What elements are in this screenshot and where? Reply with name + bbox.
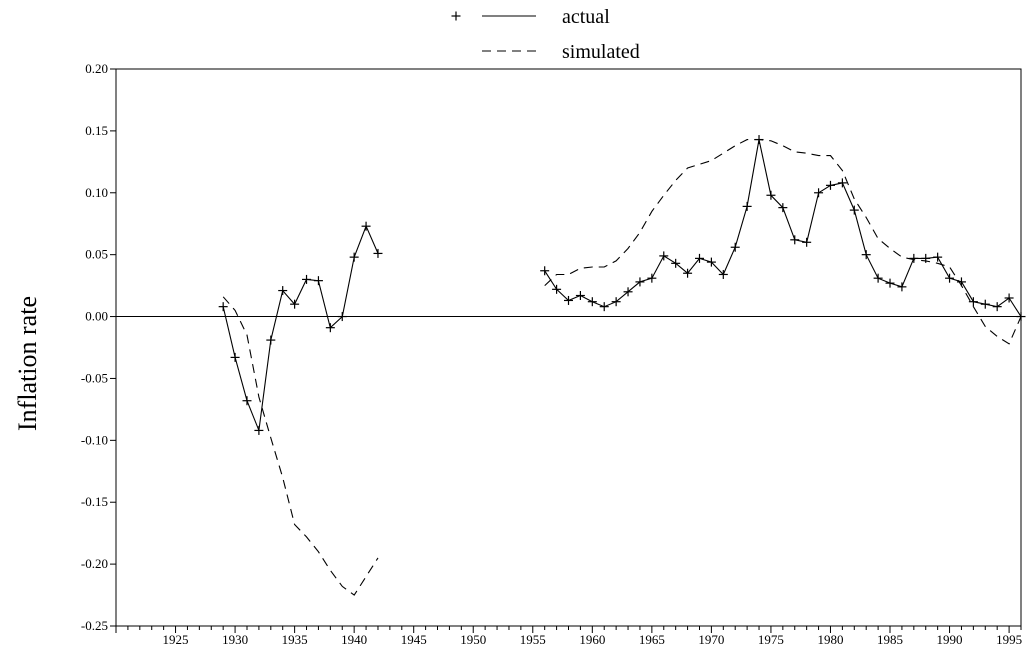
series-actual-line-segment-2: [544, 139, 1022, 317]
series-actual-point: [540, 266, 550, 276]
series-simulated-line-segment-1: [222, 296, 379, 596]
x-tick-label: 1995: [996, 632, 1022, 647]
series-actual-point: [849, 205, 859, 215]
series-actual-point: [814, 188, 824, 198]
y-tick-label: 0.00: [85, 309, 108, 324]
series-actual-point: [266, 335, 276, 345]
series-actual-point: [599, 302, 609, 312]
series-actual-point: [361, 221, 371, 231]
series-actual-point: [587, 297, 597, 307]
x-tick-label: 1965: [639, 632, 665, 647]
series-actual-point: [302, 274, 312, 284]
series-actual-point: [873, 273, 883, 283]
legend-simulated-label: simulated: [562, 41, 640, 63]
series-actual-point: [254, 425, 264, 435]
series-actual-point: [659, 251, 669, 261]
series-actual-point: [766, 190, 776, 200]
series-actual-point: [623, 287, 633, 297]
x-tick-label: 1935: [282, 632, 308, 647]
legend-entry-actual: actual: [451, 6, 610, 28]
series-actual-point: [1004, 293, 1014, 303]
series-actual-line-segment-1: [222, 224, 379, 433]
series-actual-point: [980, 299, 990, 309]
legend-actual-plus: [451, 11, 461, 21]
series-actual-point: [671, 258, 681, 268]
series-actual-point: [647, 273, 657, 283]
y-tick-label: 0.15: [85, 123, 108, 138]
series-simulated-line-segment-2: [544, 139, 1022, 345]
y-axis-title: Inflation rate: [13, 296, 42, 431]
series-actual-point: [290, 299, 300, 309]
y-tick-label: 0.05: [85, 247, 108, 262]
series-actual-point: [790, 235, 800, 245]
series-actual-point: [242, 396, 252, 406]
x-tick-label: 1930: [222, 632, 248, 647]
series-actual-point: [968, 297, 978, 307]
series-actual-point: [575, 291, 585, 301]
x-tick-label: 1990: [937, 632, 963, 647]
series-actual-point: [730, 242, 740, 252]
y-tick-label: -0.25: [81, 618, 108, 633]
y-tick-label: -0.15: [81, 494, 108, 509]
x-tick-label: 1970: [698, 632, 724, 647]
x-tick-label: 1985: [877, 632, 903, 647]
series-actual-point: [861, 250, 871, 260]
series-actual-point: [564, 295, 573, 305]
series-layer: [218, 135, 1026, 596]
series-actual-point: [349, 252, 359, 262]
series-actual-point: [909, 253, 919, 263]
series-actual-point: [933, 252, 943, 262]
series-actual-point: [552, 284, 562, 294]
y-tick-label: -0.20: [81, 556, 108, 571]
y-axis: 0.20 0.15 0.10 0.05 0.00 -0.05 -0.10 -0.15 -0.20…: [81, 61, 116, 633]
legend-entry-simulated: simulated: [482, 41, 640, 63]
x-tick-label: 1925: [163, 632, 189, 647]
legend: actual simulated: [451, 6, 640, 63]
series-actual-point: [325, 323, 335, 333]
x-tick-label: 1980: [817, 632, 843, 647]
x-tick-label: 1955: [520, 632, 546, 647]
y-tick-label: 0.10: [85, 185, 108, 200]
series-actual-point: [742, 201, 752, 211]
y-tick-label: -0.10: [81, 432, 108, 447]
series-actual-point: [373, 248, 383, 258]
x-tick-label: 1940: [341, 632, 367, 647]
series-actual-point: [802, 237, 812, 247]
x-tick-label: 1975: [758, 632, 784, 647]
legend-actual-marker: [451, 11, 461, 21]
series-actual-point: [611, 297, 621, 307]
x-tick-label: 1945: [401, 632, 427, 647]
series-actual-point: [885, 278, 895, 288]
series-actual-point: [837, 178, 847, 188]
x-axis: 1925 1930 1935 1940 1945 1950 1955 1960 1965 1970…: [115, 626, 1022, 647]
series-actual-point: [635, 277, 645, 287]
series-actual-point: [992, 302, 1002, 312]
series-actual-point: [337, 312, 347, 322]
plot-frame: [115, 68, 1022, 627]
y-tick-label: 0.20: [85, 61, 108, 76]
series-actual-point: [218, 302, 228, 312]
series-actual-point: [897, 282, 907, 292]
series-actual-point: [706, 257, 716, 267]
series-actual-point: [945, 273, 955, 283]
series-actual-point: [778, 203, 788, 213]
series-actual-point: [278, 286, 288, 296]
series-actual-point: [683, 268, 693, 278]
series-actual-point: [825, 180, 835, 190]
x-tick-label: 1950: [460, 632, 486, 647]
series-actual-point: [313, 276, 323, 286]
series-actual-point: [694, 253, 704, 263]
series-actual-point: [1016, 312, 1026, 322]
series-actual-point: [718, 269, 728, 279]
legend-actual-label: actual: [562, 6, 610, 28]
x-tick-label: 1960: [579, 632, 605, 647]
series-actual-point: [230, 352, 240, 362]
y-tick-label: -0.05: [81, 370, 108, 385]
